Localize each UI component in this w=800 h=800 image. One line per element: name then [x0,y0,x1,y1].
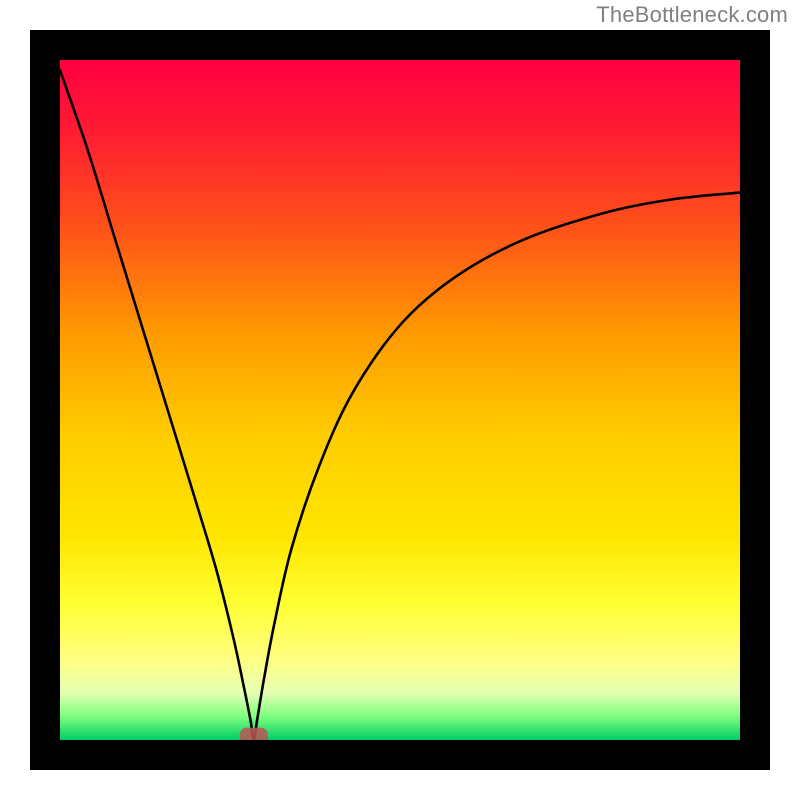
bottleneck-chart [0,0,800,800]
plot-background [60,60,740,740]
watermark-text: TheBottleneck.com [596,2,788,28]
chart-container: TheBottleneck.com [0,0,800,800]
